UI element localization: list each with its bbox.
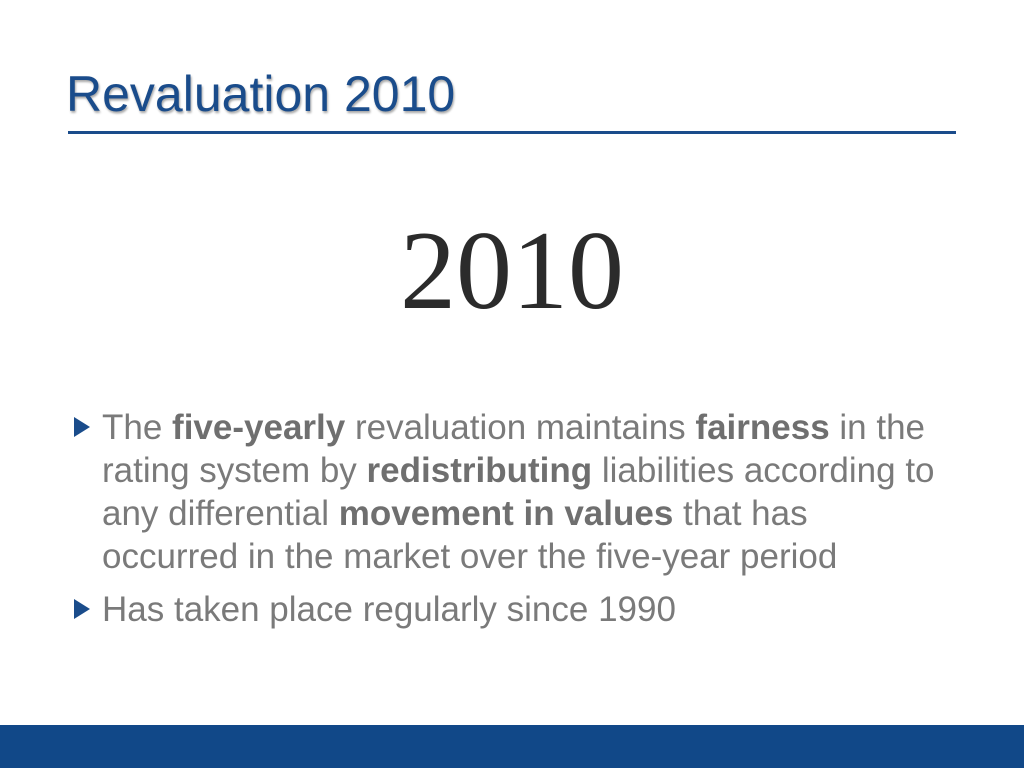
bullet-item: The five-yearly revaluation maintains fa… xyxy=(70,406,950,578)
big-year-heading: 2010 xyxy=(400,209,624,333)
triangle-right-icon xyxy=(74,599,90,619)
bullet-segment: The xyxy=(102,408,173,447)
bullet-segment-bold: fairness xyxy=(695,408,830,447)
bullet-segment: liabilities according to any differentia… xyxy=(102,451,935,533)
bullet-list: The five-yearly revaluation maintains fa… xyxy=(70,406,950,641)
bullet-text: Has taken place regularly since 1990 xyxy=(102,590,676,629)
bullet-segment: in the rating system by xyxy=(102,408,926,490)
footer-bar xyxy=(0,725,1024,768)
bullet-segment: Has taken place regularly since 1990 xyxy=(102,590,676,629)
bullet-segment-bold: five-yearly xyxy=(172,408,346,447)
bullet-segment: that has occurred in the market over the… xyxy=(102,494,838,576)
bullet-item: Has taken place regularly since 1990 xyxy=(70,588,950,631)
triangle-right-icon xyxy=(74,417,90,437)
bullet-segment: revaluation maintains xyxy=(345,408,696,447)
bullet-segment-bold: movement in values xyxy=(338,494,674,533)
title-divider xyxy=(68,131,956,134)
bullet-text: The five-yearly revaluation maintains fa… xyxy=(102,408,935,576)
bullet-segment-bold: redistributing xyxy=(366,451,593,490)
slide-title: Revaluation 2010 xyxy=(66,66,456,122)
